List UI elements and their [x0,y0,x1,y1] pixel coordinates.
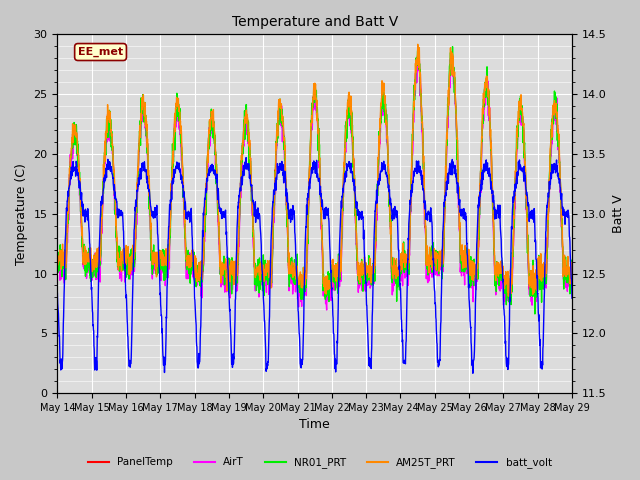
AM25T_PRT [504,293,512,299]
PanelTemp [568,271,576,277]
NR01_PRT [80,256,88,262]
Line: batt_volt: batt_volt [58,157,572,373]
Y-axis label: Batt V: Batt V [612,194,625,233]
AirT [80,262,88,267]
batt_volt [568,295,576,301]
X-axis label: Time: Time [300,419,330,432]
NR01_PRT [449,44,456,49]
AirT [290,277,298,283]
AM25T_PRT [304,231,312,237]
NR01_PRT [459,252,467,258]
AirT [568,270,576,276]
AirT [554,123,561,129]
batt_volt [554,163,561,168]
PanelTemp [459,261,467,267]
batt_volt [80,209,88,215]
PanelTemp [304,231,312,237]
batt_volt [291,210,298,216]
AM25T_PRT [54,254,61,260]
batt_volt [469,371,477,376]
NR01_PRT [531,311,539,317]
AM25T_PRT [554,116,561,121]
PanelTemp [449,53,456,59]
batt_volt [554,173,561,179]
batt_volt [304,191,312,197]
Line: AirT: AirT [58,58,572,310]
AM25T_PRT [554,119,561,125]
NR01_PRT [290,272,298,278]
PanelTemp [554,123,561,129]
AM25T_PRT [290,272,298,278]
NR01_PRT [54,250,61,255]
PanelTemp [54,252,61,258]
Line: PanelTemp: PanelTemp [58,56,572,295]
AirT [304,244,312,250]
Line: NR01_PRT: NR01_PRT [58,47,572,314]
AirT [54,259,61,265]
PanelTemp [500,292,508,298]
AirT [554,126,561,132]
AirT [413,55,421,61]
NR01_PRT [304,237,312,243]
batt_volt [459,213,467,218]
AirT [323,307,330,313]
NR01_PRT [568,258,576,264]
Text: EE_met: EE_met [78,47,123,57]
Line: AM25T_PRT: AM25T_PRT [58,44,572,296]
AirT [460,252,467,257]
Title: Temperature and Batt V: Temperature and Batt V [232,15,398,29]
PanelTemp [80,257,88,263]
AM25T_PRT [414,41,422,47]
batt_volt [243,155,250,160]
Y-axis label: Temperature (C): Temperature (C) [15,163,28,264]
PanelTemp [554,122,561,128]
PanelTemp [290,271,298,277]
NR01_PRT [554,128,561,133]
Legend: PanelTemp, AirT, NR01_PRT, AM25T_PRT, batt_volt: PanelTemp, AirT, NR01_PRT, AM25T_PRT, ba… [84,453,556,472]
NR01_PRT [554,138,561,144]
AM25T_PRT [459,265,467,271]
AM25T_PRT [80,252,88,258]
AM25T_PRT [568,264,576,270]
batt_volt [54,290,61,296]
